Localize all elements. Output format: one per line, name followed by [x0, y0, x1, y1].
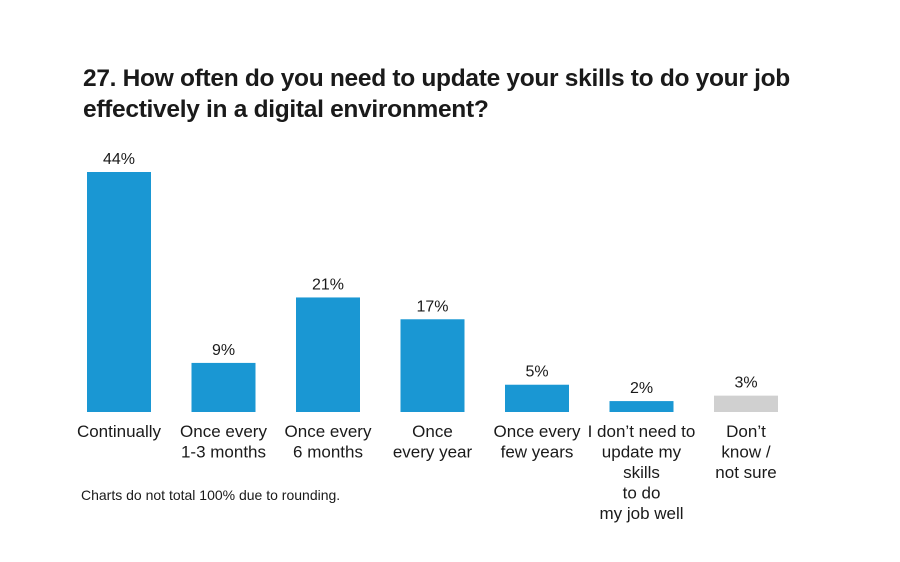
category-label-line: Once every [285, 422, 372, 441]
category-label-2: Once every 1-3 months [180, 422, 267, 462]
chart-title-line-1: 27. How often do you need to update your… [83, 65, 790, 92]
chart-title-line-2: effectively in a digital environment? [83, 96, 489, 123]
category-label-5: Once every few years [494, 422, 581, 462]
value-label-1: 44% [103, 151, 135, 168]
value-label-2: 9% [212, 342, 235, 359]
value-label-3: 21% [312, 276, 344, 293]
category-label-line: Once every [494, 422, 581, 441]
value-label-5: 5% [525, 364, 548, 381]
bar-1 [87, 172, 151, 412]
bar-5 [505, 384, 569, 412]
chart-title: 27. How often do you need to update your… [83, 63, 843, 125]
category-label-line: Once every [180, 422, 267, 441]
bar-3 [296, 297, 360, 412]
category-label-line: 6 months [293, 443, 363, 462]
category-label-line: not sure [715, 463, 776, 482]
bar-7 [714, 395, 778, 412]
category-label-line: Continually [77, 422, 162, 441]
bar-4 [400, 319, 465, 412]
category-label-line: know / [721, 443, 770, 462]
value-label-6: 2% [630, 380, 653, 397]
category-label-line: few years [501, 443, 574, 462]
category-label-line: I don’t need to [588, 422, 696, 441]
category-label-line: Once [412, 422, 453, 441]
category-label-line: every year [393, 443, 473, 462]
category-label-4: Once every year [393, 422, 473, 462]
category-label-3: Once every 6 months [285, 422, 372, 462]
category-label-line: update my [602, 443, 682, 462]
category-label-6: I don’t need to update my skills to do my jo… [588, 422, 696, 523]
category-label-line: Don’t [726, 422, 766, 441]
category-label-line: to do [623, 484, 661, 503]
category-label-line: my job well [599, 504, 683, 523]
footnote: Charts do not total 100% due to rounding… [81, 487, 341, 503]
value-label-4: 17% [416, 298, 448, 315]
category-label-1: Continually [77, 422, 162, 441]
category-label-7: Don’t know / not sure [715, 422, 776, 482]
bar-6 [609, 401, 674, 412]
value-label-7: 3% [734, 375, 757, 392]
bar-2 [191, 362, 256, 412]
category-label-line: 1-3 months [181, 443, 266, 462]
category-label-line: skills [623, 463, 660, 482]
